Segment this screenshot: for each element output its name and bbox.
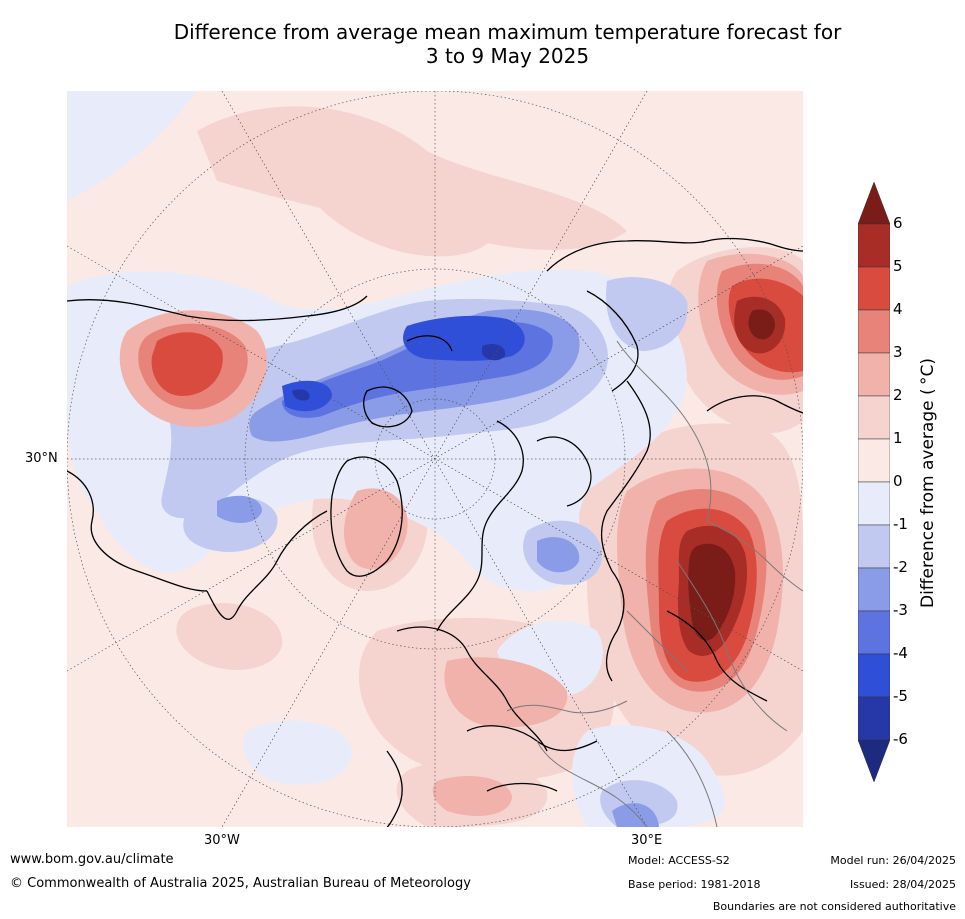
footer-base-period: Base period: 1981-2018 — [628, 878, 761, 891]
forecast-map — [67, 91, 803, 827]
label-30n: 30°N — [25, 451, 58, 466]
colorbar-tick-label: 1 — [893, 429, 903, 447]
graticule-meridian — [221, 91, 648, 827]
title-line-2: 3 to 9 May 2025 — [425, 44, 590, 68]
colorbar-band — [858, 481, 890, 526]
colorbar-band — [858, 739, 890, 782]
cool-5-6-areas — [292, 344, 506, 401]
label-30e: 30°E — [631, 833, 663, 848]
footer-model: Model: ACCESS-S2 — [628, 854, 730, 867]
colorbar-band — [858, 653, 890, 698]
warm-above-6-areas — [688, 309, 775, 641]
colorbar-tick-label: -5 — [893, 687, 908, 705]
colorbar-band — [858, 395, 890, 440]
colorbar-band — [858, 438, 890, 483]
colorbar-tick-label: -6 — [893, 730, 908, 748]
colorbar-band — [858, 309, 890, 354]
footer-model-run: Model run: 26/04/2025 — [830, 854, 956, 867]
graticule-circle — [244, 268, 626, 650]
colorbar-tick-label: -4 — [893, 644, 908, 662]
colorbar — [858, 182, 890, 782]
footer-issued: Issued: 28/04/2025 — [849, 878, 956, 891]
colorbar-band — [858, 610, 890, 655]
colorbar-tick-label: -3 — [893, 601, 908, 619]
colorbar-band — [858, 524, 890, 569]
colorbar-band — [858, 567, 890, 612]
footer-disclaimer: Boundaries are not considered authoritat… — [712, 900, 956, 913]
coastlines — [67, 237, 803, 827]
anomaly-field — [67, 91, 803, 827]
colorbar-tick-label: 0 — [893, 472, 903, 490]
borders — [506, 340, 803, 827]
map-title: Difference from average mean maximum tem… — [50, 20, 965, 68]
colorbar-band — [858, 696, 890, 741]
colorbar-tick-label: 3 — [893, 343, 903, 361]
title-line-1: Difference from average mean maximum tem… — [173, 20, 842, 44]
colorbar-band — [858, 352, 890, 397]
colorbar-title: Difference from average ( °C) — [918, 357, 938, 609]
colorbar-tick-label: 5 — [893, 257, 903, 275]
label-30w: 30°W — [204, 833, 240, 848]
colorbar-tick-label: -1 — [893, 515, 908, 533]
colorbar-band — [858, 182, 890, 225]
footer-copyright: © Commonwealth of Australia 2025, Austra… — [10, 876, 471, 891]
colorbar-tick-label: 2 — [893, 386, 903, 404]
colorbar-band — [858, 223, 890, 268]
footer-website[interactable]: www.bom.gov.au/climate — [10, 852, 174, 867]
graticule — [67, 91, 803, 827]
colorbar-tick-label: -2 — [893, 558, 908, 576]
colorbar-tick-label: 4 — [893, 300, 903, 318]
colorbar-tick-label: 6 — [893, 214, 903, 232]
colorbar-band — [858, 266, 890, 311]
